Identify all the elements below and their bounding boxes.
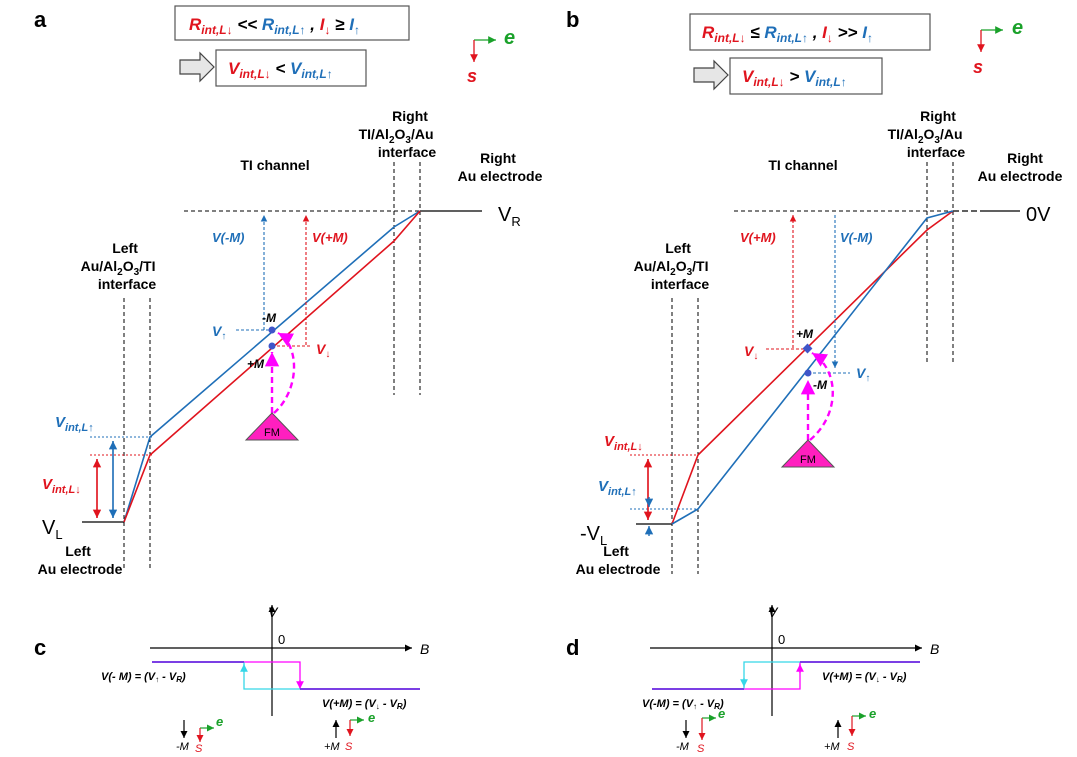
vint-up-label: Vint,L↑: [55, 414, 94, 434]
right-interface-label: Right TI/Al2O3/Au interface: [888, 108, 967, 160]
state-minus-m-label: -M: [176, 741, 190, 753]
right-electrode-label: Right Au electrode: [458, 150, 543, 184]
v-axis-label: V: [768, 604, 779, 620]
plus-m-spin-icon: [834, 712, 866, 738]
b-axis-label: B: [930, 641, 939, 657]
condition-1-text: Rint,L↓ ≤ Rint,L↑ , I↓ >> I↑: [702, 23, 873, 45]
fm-label: FM: [800, 454, 816, 466]
condition-1-text: Rint,L↓ << Rint,L↑ , I↓ ≥ I↑: [189, 15, 360, 37]
v-minus-m-equation: V(- M) = (V↑ - VR): [101, 671, 186, 684]
left-interface-label: Left Au/Al2O3/TI interface: [81, 240, 160, 292]
condition-box-2: [215, 49, 367, 87]
left-electrode-label: Left Au electrode: [576, 543, 661, 577]
origin-label: 0: [278, 632, 285, 647]
v-plus-m-label: V(+M): [312, 230, 348, 245]
v-plus-m-equation: V(+M) = (V↓ - VR): [322, 698, 407, 711]
panel-letter-d: d: [566, 635, 579, 660]
hollow-right-arrow-icon: [693, 59, 729, 91]
minus-m-label: -M: [813, 378, 828, 392]
zero-v-label: 0V: [1026, 204, 1051, 226]
v-up-label: V↑: [856, 365, 870, 384]
v-minus-m-label: V(-M): [212, 230, 245, 245]
v-up-label: V↑: [212, 323, 226, 342]
ti-channel-label: TI channel: [240, 157, 309, 173]
panel-letter-a: a: [34, 7, 47, 32]
plus-m-label: +M: [247, 357, 265, 371]
fm-probe-curved-arrow: [809, 351, 834, 441]
vr-label: VR: [498, 204, 521, 229]
spin-up-potential-line: [671, 210, 954, 525]
plus-m-spin-icon: [332, 716, 364, 738]
state-minus-m-e: e: [718, 706, 725, 721]
v-axis-label: V: [268, 604, 279, 620]
panel-letter-c: c: [34, 635, 46, 660]
origin-label: 0: [778, 632, 785, 647]
minus-m-spin-icon: [180, 720, 214, 742]
spin-electron-axes-icon: [470, 36, 496, 62]
right-interface-label: Right TI/Al2O3/Au interface: [359, 108, 438, 160]
axis-s-label: s: [467, 66, 477, 86]
axis-e-label: e: [504, 27, 515, 49]
state-plus-m-s: S: [345, 741, 353, 753]
v-plus-m-label: V(+M): [740, 230, 776, 245]
spin-electron-axes-icon: [977, 26, 1003, 52]
vint-up-label: Vint,L↑: [598, 478, 637, 498]
spin-down-potential-line: [671, 210, 954, 525]
state-plus-m-e: e: [869, 706, 876, 721]
axis-s-label: s: [973, 57, 983, 77]
condition-box-2: [729, 57, 883, 95]
left-interface-label: Left Au/Al2O3/TI interface: [634, 240, 713, 292]
state-plus-m-label: +M: [324, 741, 340, 753]
vl-label: VL: [42, 517, 63, 542]
v-plus-m-equation: V(+M) = (V↓ - VR): [822, 671, 907, 684]
axis-e-label: e: [1012, 17, 1023, 39]
state-minus-m-label: -M: [676, 741, 690, 753]
vl-label: -VL: [580, 523, 607, 548]
condition-box-1: [689, 13, 931, 51]
panel-letter-b: b: [566, 7, 579, 32]
condition-box-1: [174, 5, 410, 41]
hollow-right-arrow-icon: [179, 51, 215, 83]
minus-m-spin-icon: [682, 714, 716, 740]
v-minus-m-equation: V(-M) = (V↑ - VR): [642, 698, 724, 711]
probe-point-plus-m: [802, 343, 813, 354]
spin-down-potential-line: [123, 210, 421, 523]
state-minus-m-e: e: [216, 714, 223, 729]
minus-m-label: -M: [262, 311, 277, 325]
condition-2-text: Vint,L↓ > Vint,L↑: [742, 67, 847, 89]
ti-channel-label: TI channel: [768, 157, 837, 173]
left-electrode-label: Left Au electrode: [38, 543, 123, 577]
panel-a: a Rint,L↓ << Rint,L↑ , I↓ ≥ I↑ Vint,L↓ <…: [34, 5, 543, 577]
panel-d: d V B 0 V(-M) = (V↑ - VR) V(+M) = (V↓ - …: [566, 604, 939, 755]
panel-b: b Rint,L↓ ≤ Rint,L↑ , I↓ >> I↑ Vint,L↓ >…: [566, 7, 1063, 577]
state-minus-m-s: S: [697, 743, 705, 755]
condition-2-text: Vint,L↓ < Vint,L↑: [228, 59, 333, 81]
probe-point-plus-m: [268, 342, 276, 350]
fm-label: FM: [264, 427, 280, 439]
panel-c: c V B 0 V(- M) = (V↑ - VR) V(+M) = (V↓ -…: [34, 604, 429, 755]
v-down-label: V↓: [744, 343, 758, 362]
plus-m-label: +M: [796, 327, 814, 341]
state-plus-m-e: e: [368, 710, 375, 725]
right-electrode-label: Right Au electrode: [978, 150, 1063, 184]
state-minus-m-s: S: [195, 743, 203, 755]
sweep-up-curve: [652, 662, 801, 690]
fm-triangle: [780, 439, 836, 468]
sweep-down-curve: [243, 662, 420, 690]
fm-triangle: [244, 412, 300, 441]
state-plus-m-s: S: [847, 741, 855, 753]
probe-point-minus-m: [804, 369, 812, 377]
b-axis-label: B: [420, 641, 429, 657]
state-plus-m-label: +M: [824, 741, 840, 753]
v-minus-m-label: V(-M): [840, 230, 873, 245]
v-down-label: V↓: [316, 341, 330, 360]
probe-point-minus-m: [268, 326, 276, 334]
fm-probe-curved-arrow: [273, 331, 296, 414]
vint-down-label: Vint,L↓: [604, 433, 643, 453]
vint-down-label: Vint,L↓: [42, 476, 81, 496]
